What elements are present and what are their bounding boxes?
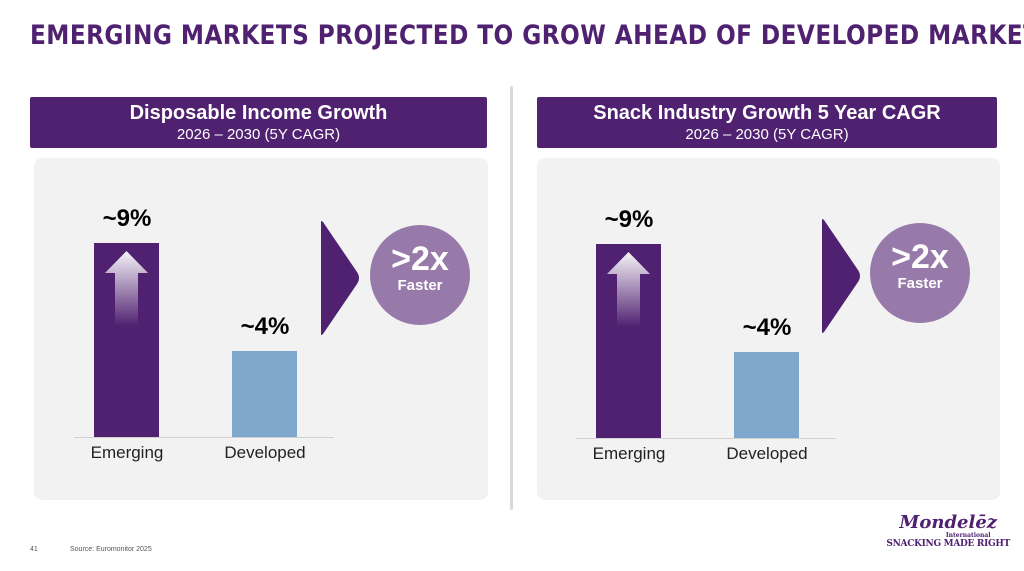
category-label: Developed <box>224 443 306 462</box>
up-arrow-icon <box>105 250 148 326</box>
chart-subtitle: 2026 – 2030 (5Y CAGR) <box>176 126 341 143</box>
bar-emerging <box>596 243 661 438</box>
chevron-icon <box>321 220 361 340</box>
bar-emerging <box>94 242 159 437</box>
bar-developed <box>232 350 297 437</box>
chart-title: Disposable Income Growth <box>129 102 388 124</box>
callout-label: Faster <box>897 275 943 292</box>
category-label: Emerging <box>90 443 164 462</box>
mondelez-logo: Mondelēz International SNACKING MADE RIG… <box>886 512 1010 550</box>
source-note: Source: Euromonitor 2025 <box>70 546 152 553</box>
slide-title: EMERGING MARKETS PROJECTED TO GROW AHEAD… <box>30 20 1024 51</box>
divider <box>510 86 513 510</box>
data-label: ~4% <box>240 312 290 340</box>
callout-value: >2x <box>891 238 949 276</box>
baseline <box>576 438 836 439</box>
chart-title: Snack Industry Growth 5 Year CAGR <box>593 102 941 124</box>
baseline <box>74 437 334 438</box>
chart-header: Disposable Income Growth 2026 – 2030 (5Y … <box>30 97 487 148</box>
page-number: 41 <box>30 546 38 553</box>
faster-callout: >2x Faster <box>870 223 970 323</box>
faster-callout: >2x Faster <box>370 225 470 325</box>
data-label: ~4% <box>742 313 792 341</box>
callout-label: Faster <box>397 277 443 294</box>
category-label: Developed <box>726 444 808 463</box>
chart-subtitle: 2026 – 2030 (5Y CAGR) <box>685 126 849 143</box>
category-label: Emerging <box>592 444 666 463</box>
bar-developed <box>734 351 799 438</box>
callout-value: >2x <box>391 240 449 278</box>
chevron-icon <box>822 218 862 338</box>
data-label: ~9% <box>102 204 152 232</box>
chart-header: Snack Industry Growth 5 Year CAGR 2026 – … <box>537 97 997 148</box>
data-label: ~9% <box>604 205 654 233</box>
up-arrow-icon <box>607 251 650 327</box>
